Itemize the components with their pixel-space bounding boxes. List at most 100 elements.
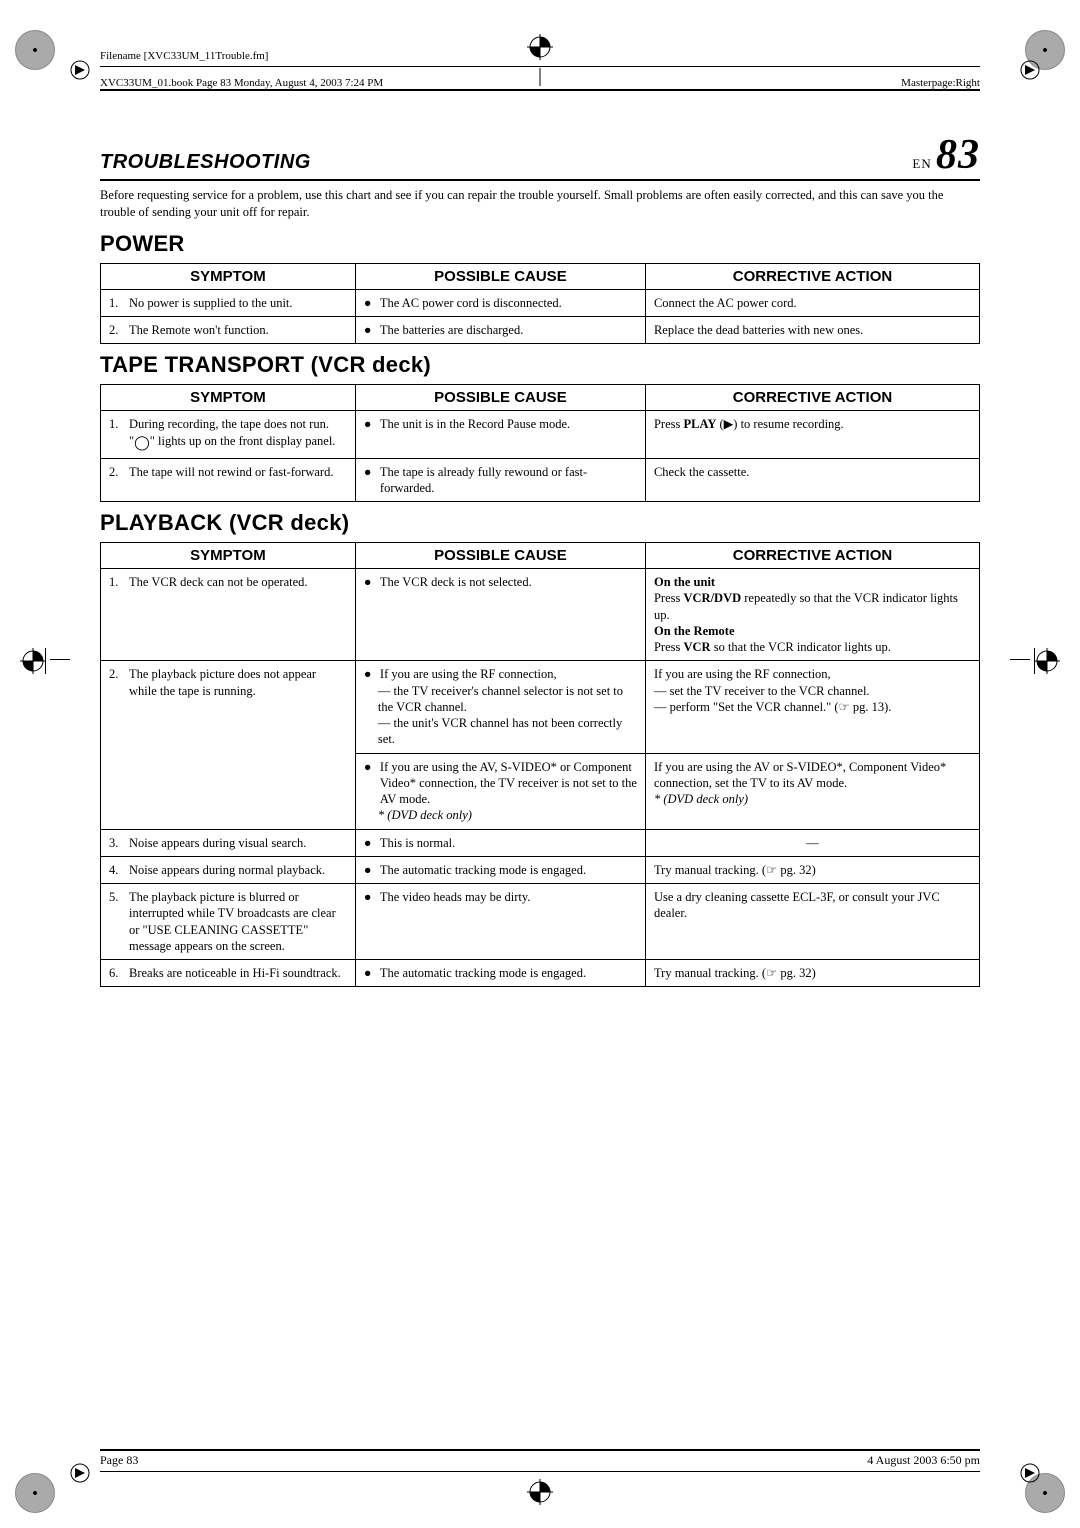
playback-heading: PLAYBACK (VCR deck)	[100, 510, 980, 536]
symptom-text: The VCR deck can not be operated.	[129, 574, 308, 590]
symptom-text: Noise appears during visual search.	[129, 835, 306, 851]
action-text: On the unit Press VCR/DVD repeatedly so …	[645, 569, 979, 661]
symptom-text: The playback picture does not appear whi…	[129, 666, 347, 699]
pause-circle-icon: ◯	[134, 436, 150, 451]
action-1a: If you are using the RF connection,	[654, 666, 971, 682]
crop-circle-tl	[15, 30, 55, 70]
table-row: 4.Noise appears during normal playback. …	[101, 856, 980, 883]
playback-table: SYMPTOM POSSIBLE CAUSE CORRECTIVE ACTION…	[100, 542, 980, 987]
reg-arrow-tl	[70, 60, 90, 85]
page-body: Filename [XVC33UM_11Trouble.fm] XVC33UM_…	[100, 50, 980, 1468]
row-num: 1.	[109, 295, 123, 311]
bullet-icon: ●	[364, 889, 374, 905]
cause-text: The AC power cord is disconnected.	[380, 295, 562, 311]
cause-head: If you are using the RF connection,	[380, 666, 557, 682]
bullet-icon: ●	[364, 416, 374, 432]
cause-text: The video heads may be dirty.	[380, 889, 531, 905]
action-text: Try manual tracking. (☞ pg. 32)	[645, 856, 979, 883]
bullet-icon: ●	[364, 965, 374, 981]
cause-sub-a: — the TV receiver's channel selector is …	[364, 683, 637, 716]
cause-text: The batteries are discharged.	[380, 322, 523, 338]
col-cause: POSSIBLE CAUSE	[355, 263, 645, 289]
table-row: 1. The VCR deck can not be operated. ● The…	[101, 569, 980, 661]
action-text: Try manual tracking. (☞ pg. 32)	[645, 960, 979, 987]
footer: Page 83 4 August 2003 6:50 pm	[100, 1449, 980, 1468]
power-heading: POWER	[100, 231, 980, 257]
cause-text: The automatic tracking mode is engaged.	[380, 965, 586, 981]
filename-line: Filename [XVC33UM_11Trouble.fm]	[100, 50, 980, 67]
crop-circle-bl	[15, 1473, 55, 1513]
action-l3: On the Remote	[654, 623, 971, 639]
action-part-b: PLAY	[684, 417, 717, 431]
col-symptom: SYMPTOM	[101, 263, 356, 289]
tape-table: SYMPTOM POSSIBLE CAUSE CORRECTIVE ACTION…	[100, 384, 980, 502]
cause-text: The tape is already fully rewound or fas…	[380, 464, 637, 497]
en-label: EN	[912, 156, 931, 171]
bullet-icon: ●	[364, 464, 374, 497]
cause-text: The unit is in the Record Pause mode.	[380, 416, 570, 432]
col-symptom: SYMPTOM	[101, 385, 356, 411]
bullet-icon: ●	[364, 295, 374, 311]
footer-rule-2	[100, 1471, 980, 1472]
tick-left-h	[50, 659, 70, 660]
reg-mark-right	[1034, 648, 1060, 679]
cause-text: The automatic tracking mode is engaged.	[380, 862, 586, 878]
row-num: 2.	[109, 666, 123, 699]
action-l2a: Press	[654, 591, 684, 605]
action-1b: — set the TV receiver to the VCR channel…	[654, 683, 971, 699]
row-num: 1.	[109, 416, 123, 452]
intro-text: Before requesting service for a problem,…	[100, 187, 980, 221]
action-text: Connect the AC power cord.	[645, 289, 979, 316]
section-title: TROUBLESHOOTING	[100, 151, 311, 174]
action-part-a: Press	[654, 417, 684, 431]
bullet-icon: ●	[364, 835, 374, 851]
row-num: 3.	[109, 835, 123, 851]
action-text: Replace the dead batteries with new ones…	[645, 317, 979, 344]
table-row: 1.No power is supplied to the unit. ●The…	[101, 289, 980, 316]
bookline-left: XVC33UM_01.book Page 83 Monday, August 4…	[100, 77, 383, 89]
col-cause: POSSIBLE CAUSE	[355, 543, 645, 569]
action-l1: On the unit	[654, 574, 971, 590]
col-cause: POSSIBLE CAUSE	[355, 385, 645, 411]
action-l2b: VCR/DVD	[684, 591, 742, 605]
action-text: Check the cassette.	[645, 458, 979, 502]
row-num: 6.	[109, 965, 123, 981]
bullet-icon: ●	[364, 574, 374, 590]
page-number: EN 83	[912, 131, 980, 179]
symptom-text: The playback picture is blurred or inter…	[129, 889, 347, 954]
row-num: 2.	[109, 322, 123, 338]
bookline-right: Masterpage:Right	[901, 77, 980, 89]
action-1c: — perform "Set the VCR channel." (☞ pg. …	[654, 699, 971, 715]
bullet-icon: ●	[364, 862, 374, 878]
tick-right-inner	[1034, 648, 1035, 674]
cause-note: * (DVD deck only)	[364, 807, 637, 823]
page-number-big: 83	[936, 132, 980, 178]
action-part-c: (▶) to resume recording.	[716, 417, 843, 431]
cause-head: If you are using the AV, S-VIDEO* or Com…	[380, 759, 637, 808]
power-table: SYMPTOM POSSIBLE CAUSE CORRECTIVE ACTION…	[100, 263, 980, 345]
row-num: 1.	[109, 574, 123, 590]
action-2a: If you are using the AV or S-VIDEO*, Com…	[654, 759, 971, 792]
table-row: 2.The playback picture does not appear w…	[101, 661, 980, 753]
cause-text: The VCR deck is not selected.	[380, 574, 532, 590]
action-l4c: so that the VCR indicator lights up.	[711, 640, 891, 654]
reg-arrow-bl	[70, 1463, 90, 1488]
symptom-text: The tape will not rewind or fast-forward…	[129, 464, 333, 480]
table-row: 3. Noise appears during visual search. ● T…	[101, 829, 980, 856]
tape-heading: TAPE TRANSPORT (VCR deck)	[100, 352, 980, 378]
bullet-icon: ●	[364, 322, 374, 338]
reg-mark-bottom	[527, 1479, 553, 1510]
action-text: Use a dry cleaning cassette ECL-3F, or c…	[645, 884, 979, 960]
symptom-part-b: " lights up on the front display panel.	[150, 434, 336, 448]
footer-right: 4 August 2003 6:50 pm	[867, 1453, 980, 1468]
symptom-text: Noise appears during normal playback.	[129, 862, 325, 878]
bullet-icon: ●	[364, 759, 374, 808]
table-row: 6.Breaks are noticeable in Hi-Fi soundtr…	[101, 960, 980, 987]
col-action: CORRECTIVE ACTION	[645, 385, 979, 411]
symptom-text: The Remote won't function.	[129, 322, 269, 338]
cause-text: This is normal.	[380, 835, 455, 851]
table-row: 2.The tape will not rewind or fast-forwa…	[101, 458, 980, 502]
table-row: 5.The playback picture is blurred or int…	[101, 884, 980, 960]
col-symptom: SYMPTOM	[101, 543, 356, 569]
tick-left-inner	[45, 648, 46, 674]
